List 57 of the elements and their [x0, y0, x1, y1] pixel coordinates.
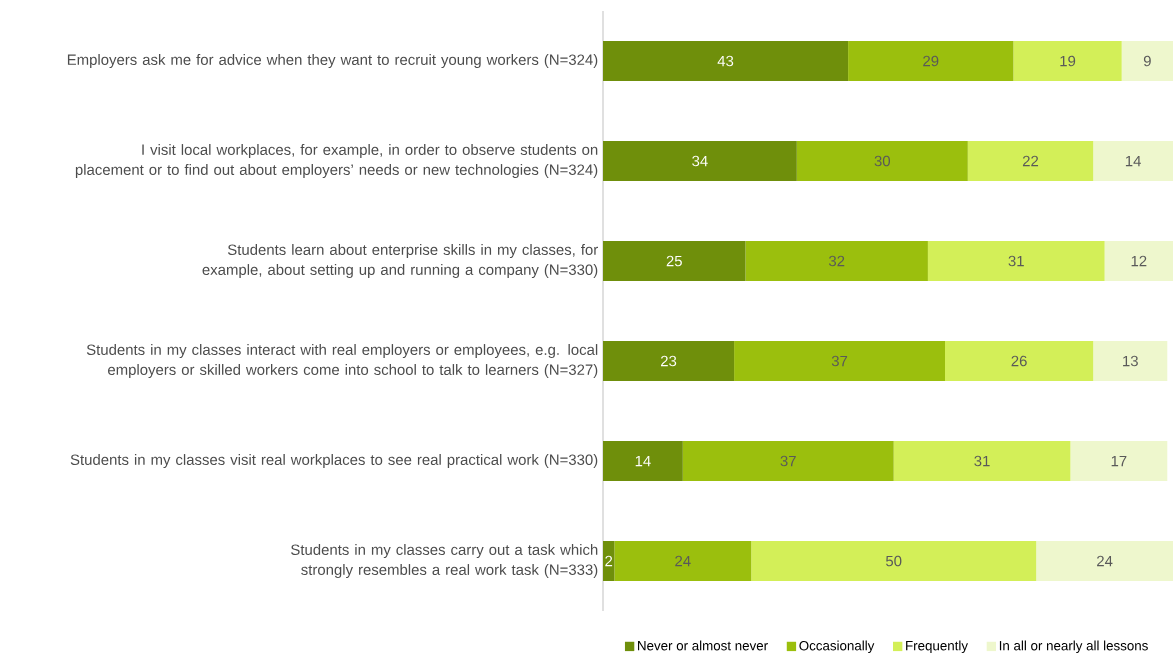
data-label: 23 — [661, 355, 677, 367]
data-label: 9 — [1143, 55, 1151, 67]
data-label: 26 — [1011, 355, 1027, 367]
data-label: 12 — [1131, 255, 1147, 267]
bar — [927, 241, 1105, 282]
data-label: 32 — [828, 255, 845, 267]
bar — [745, 241, 928, 282]
y-tick-label: Students in my classes visit real workplaces to see real practical work (N=330) — [70, 454, 598, 468]
bar — [848, 41, 1014, 82]
bar — [751, 541, 1037, 582]
data-label: 14 — [1125, 155, 1141, 167]
y-tick-label: Students in my classes interact with real employers or employees, e.g. local employers or skilled workers come into school to talk to learners (N=327) — [86, 344, 598, 378]
bar — [603, 241, 746, 282]
data-label: 22 — [1022, 155, 1039, 167]
data-label: 37 — [831, 355, 848, 367]
bar — [945, 341, 1094, 382]
data-label: 19 — [1060, 55, 1076, 67]
data-label: 17 — [1111, 455, 1127, 467]
bar — [603, 341, 735, 382]
y-tick-label: Employers ask me for advice when they want to recruit young workers (N=324) — [67, 54, 598, 68]
bar — [734, 341, 945, 382]
bar — [1036, 541, 1173, 582]
data-label: 30 — [874, 155, 891, 167]
bar — [614, 541, 752, 582]
bar — [893, 441, 1071, 482]
data-label: 24 — [675, 555, 691, 567]
bar — [1121, 41, 1173, 82]
bar — [603, 41, 849, 82]
y-tick-label: Students learn about enterprise skills in my classes, for example, about setting up and running a company (N=330) — [202, 244, 598, 278]
bar — [603, 441, 683, 482]
bar — [1104, 241, 1173, 282]
data-label: 50 — [886, 555, 902, 567]
legend-label: Occasionally — [799, 640, 875, 654]
data-label: 25 — [666, 255, 682, 267]
data-label: 13 — [1123, 355, 1138, 367]
bar — [1013, 41, 1122, 82]
bar — [1093, 141, 1173, 182]
data-label: 37 — [780, 455, 796, 467]
bar — [682, 441, 894, 482]
data-label: 24 — [1097, 555, 1113, 567]
bar — [603, 141, 797, 182]
data-label: 14 — [635, 455, 651, 467]
data-label: 31 — [974, 455, 990, 467]
legend-label: Frequently — [906, 640, 968, 654]
legend-label: In all or nearly all lessons — [999, 640, 1148, 654]
data-label: 29 — [923, 55, 939, 67]
y-tick-label: Students in my classes carry out a task which strongly resembles a real work task (N=333) — [291, 544, 598, 578]
legend-label: Never or almost never — [638, 640, 768, 651]
bar — [1093, 341, 1168, 382]
bar — [1070, 441, 1168, 482]
data-label: 31 — [1008, 255, 1024, 267]
bar — [967, 141, 1094, 182]
data-label: 34 — [692, 155, 708, 167]
data-label: 43 — [717, 55, 734, 67]
bar — [796, 141, 968, 182]
data-label: 2 — [605, 555, 613, 567]
y-tick-label: I visit local workplaces, for example, in order to observe students on placement or to find out about employers’ needs or new technologies (N=324) — [75, 144, 598, 178]
